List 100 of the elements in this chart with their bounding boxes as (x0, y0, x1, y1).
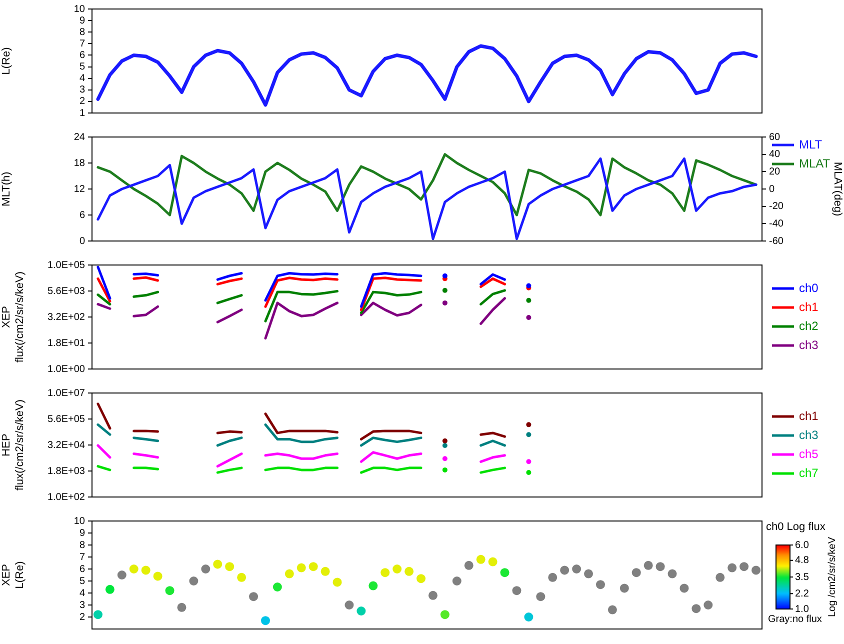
color-bar-label: 2.2 (795, 588, 810, 600)
y-axis-title: XEP L(Re) (0, 561, 26, 589)
point (526, 314, 532, 320)
point (526, 432, 532, 438)
y-tick-label: 12 (74, 184, 86, 195)
y-tick-label: 1.0E+00 (47, 364, 86, 375)
point (620, 584, 629, 593)
point (442, 273, 448, 278)
color-bar-label: 1.0 (795, 604, 810, 615)
point (560, 566, 570, 575)
y2-tick-label: -40 (769, 218, 784, 230)
legend-title: ch0 Log flux (766, 521, 826, 534)
point (442, 300, 448, 306)
y-axis-title: MLT(h) (0, 172, 13, 206)
point (632, 568, 641, 578)
y-tick-label: 4 (79, 73, 86, 84)
point (512, 586, 522, 596)
point (526, 470, 532, 476)
y-axis-title: HEP flux(/cm2/sr/s/keV) (0, 399, 26, 491)
point (272, 582, 282, 592)
point (153, 572, 162, 581)
y-tick-label: 3 (79, 600, 86, 611)
y2-tick-label: 40 (769, 149, 781, 160)
point (526, 422, 532, 428)
point (740, 562, 749, 572)
y-tick-label: 24 (74, 132, 86, 143)
y-tick-label: 1 (79, 108, 86, 119)
y-tick-label: 5 (79, 576, 86, 587)
point (572, 564, 582, 574)
point (476, 554, 486, 564)
y-tick-label: 1.8E+03 (47, 466, 86, 477)
point (105, 584, 114, 594)
point (320, 566, 330, 576)
point (404, 566, 414, 576)
point (129, 564, 138, 574)
legend-label: MLT (799, 137, 823, 152)
y-tick-label: 1.8E+01 (47, 338, 86, 349)
point (442, 288, 448, 293)
y-tick-label: 8 (79, 540, 86, 551)
point (428, 590, 438, 600)
legend-label: ch1 (799, 408, 819, 423)
y2-tick-label: 20 (769, 166, 781, 178)
point (344, 600, 354, 610)
y-tick-label: 18 (74, 158, 86, 169)
point (536, 592, 546, 602)
point (524, 612, 534, 622)
y-tick-label: 1.0E+05 (47, 260, 86, 271)
point (728, 563, 737, 572)
point (656, 562, 665, 572)
y-tick-label: 2 (79, 96, 86, 108)
point (237, 572, 246, 582)
y-tick-label: 0 (79, 236, 86, 247)
point (284, 569, 294, 578)
point (442, 438, 448, 444)
y-tick-label: 6 (79, 50, 86, 61)
point (526, 459, 532, 464)
y-axis-title: L(Re) (0, 47, 13, 75)
y-tick-label: 8 (79, 26, 86, 38)
point (442, 456, 448, 462)
point (680, 584, 689, 593)
color-bar-title: Log /cm2/sr/s/keV (826, 536, 838, 618)
point (440, 610, 450, 620)
y-tick-label: 1.0E+07 (47, 388, 86, 399)
point (117, 570, 126, 580)
point (141, 566, 150, 575)
point (500, 568, 510, 578)
color-bar-label: 3.5 (795, 572, 810, 583)
point (452, 576, 462, 586)
y-tick-label: 3 (79, 84, 86, 96)
y-tick-label: 3.2E+04 (47, 440, 86, 451)
point (225, 562, 234, 572)
y-tick-label: 1.0E+02 (47, 492, 86, 503)
legend-label: ch5 (799, 446, 819, 461)
point (189, 576, 198, 586)
point (201, 564, 210, 574)
legend-label: ch0 (799, 280, 819, 295)
y-tick-label: 9 (79, 528, 86, 539)
point (308, 562, 318, 572)
y-tick-label: 2 (79, 612, 86, 623)
legend-label: ch1 (799, 300, 819, 314)
y-tick-label: 9 (79, 15, 86, 26)
point (249, 592, 258, 602)
point (716, 572, 725, 582)
y-tick-label: 7 (79, 38, 86, 50)
point (668, 569, 677, 578)
point (442, 467, 448, 472)
point (442, 442, 448, 448)
y2-tick-label: -60 (769, 236, 784, 247)
point (93, 610, 102, 620)
y-tick-label: 5.6E+05 (47, 414, 86, 425)
point (584, 569, 594, 578)
point (213, 560, 222, 569)
point (596, 580, 605, 590)
color-bar-label: 6.0 (795, 540, 810, 551)
point (704, 600, 713, 610)
y2-tick-label: 60 (769, 132, 781, 143)
legend-label: MLAT (799, 156, 831, 170)
y-tick-label: 7 (79, 552, 86, 563)
point (526, 298, 532, 303)
text: Gray:no flux (768, 614, 822, 625)
